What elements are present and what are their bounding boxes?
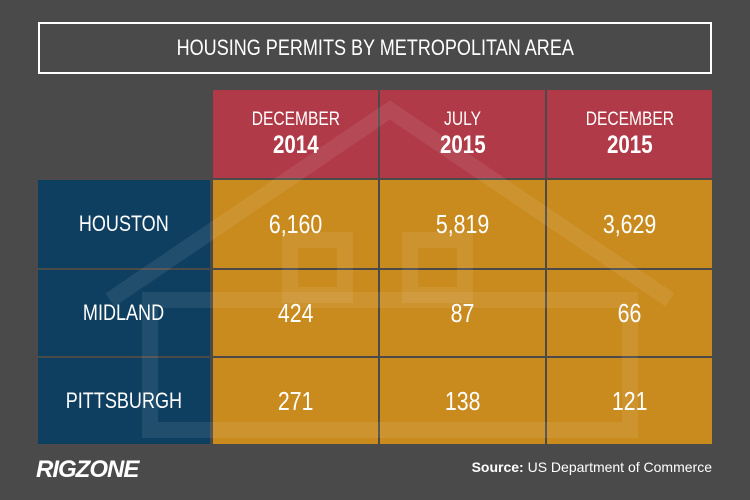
row-label: MIDLAND bbox=[38, 270, 210, 356]
value-cell: 424 bbox=[213, 270, 378, 356]
value: 6,160 bbox=[268, 208, 323, 239]
column-header: DECEMBER 2014 bbox=[213, 90, 378, 178]
value-cell: 6,160 bbox=[213, 180, 378, 268]
row-label: HOUSTON bbox=[38, 180, 210, 268]
row-label-text: PITTSBURGH bbox=[65, 388, 183, 413]
row-label-text: HOUSTON bbox=[79, 211, 169, 236]
value: 424 bbox=[277, 297, 314, 328]
value-cell: 66 bbox=[547, 270, 712, 356]
row-label: PITTSBURGH bbox=[38, 358, 210, 444]
header-line: 2014 bbox=[272, 130, 319, 159]
header-line: DECEMBER bbox=[251, 108, 340, 130]
value-cell: 121 bbox=[547, 358, 712, 444]
logo: RIGZONE bbox=[36, 456, 139, 483]
value-cell: 3,629 bbox=[547, 180, 712, 268]
header-line: 2015 bbox=[606, 130, 653, 159]
title: HOUSING PERMITS BY METROPOLITAN AREA bbox=[176, 35, 574, 60]
source: Source: US Department of Commerce bbox=[472, 459, 712, 475]
value: 87 bbox=[450, 297, 475, 328]
value-cell: 87 bbox=[380, 270, 545, 356]
value-cell: 138 bbox=[380, 358, 545, 444]
row-label-text: MIDLAND bbox=[83, 300, 165, 325]
source-text: US Department of Commerce bbox=[527, 459, 712, 475]
value: 5,819 bbox=[435, 208, 490, 239]
value: 138 bbox=[444, 385, 481, 416]
value-cell: 5,819 bbox=[380, 180, 545, 268]
source-label: Source: bbox=[471, 459, 524, 475]
value: 3,629 bbox=[602, 208, 657, 239]
title-box: HOUSING PERMITS BY METROPOLITAN AREA bbox=[38, 22, 712, 74]
header-line: JULY bbox=[444, 108, 481, 130]
column-header: JULY 2015 bbox=[380, 90, 545, 178]
header-line: 2015 bbox=[439, 130, 486, 159]
header-line: DECEMBER bbox=[585, 108, 674, 130]
value: 66 bbox=[617, 297, 642, 328]
value-cell: 271 bbox=[213, 358, 378, 444]
value: 121 bbox=[611, 385, 648, 416]
value: 271 bbox=[277, 385, 314, 416]
column-header: DECEMBER 2015 bbox=[547, 90, 712, 178]
